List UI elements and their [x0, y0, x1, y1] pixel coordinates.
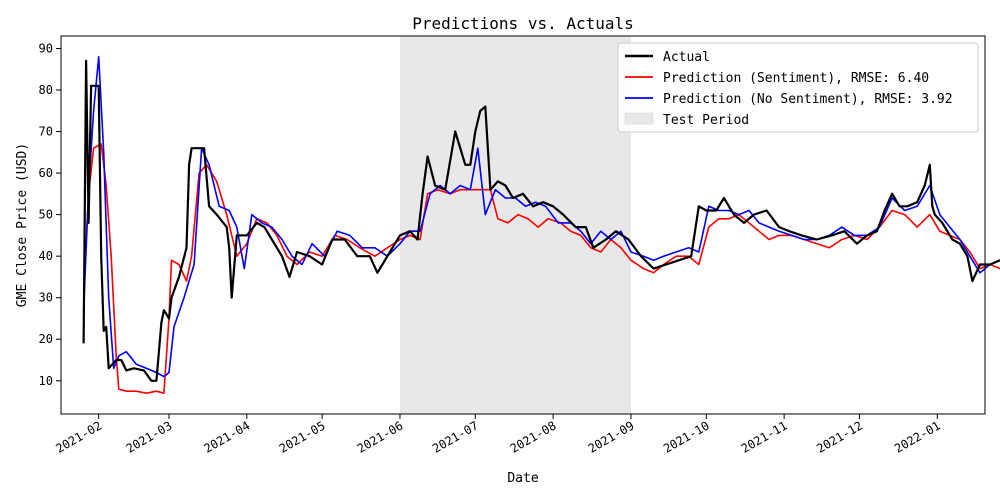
legend-swatch-test-period: [624, 112, 654, 125]
legend-entry-actual: Actual: [663, 50, 710, 65]
x-tick-label: 2021-03: [124, 418, 175, 455]
test-period-region: [399, 36, 631, 414]
x-tick-label: 2021-08: [508, 418, 559, 455]
x-tick-label: 2021-06: [355, 418, 406, 455]
y-tick-label: 50: [39, 208, 53, 222]
series-line-sentiment: [82, 143, 1000, 395]
x-tick-label: 2021-09: [586, 418, 637, 455]
x-tick-label: 2021-04: [201, 418, 252, 455]
x-tick-label: 2021-05: [277, 418, 328, 455]
x-tick-label: 2021-12: [814, 418, 865, 455]
plot-frame: [60, 35, 986, 415]
x-tick-label: 2021-10: [661, 418, 712, 455]
y-tick-label: 20: [39, 332, 53, 346]
x-tick-label: 2021-07: [430, 418, 481, 455]
x-axis: 2021-02 2021-03 2021-04 2021-05 2021-06 2021-…: [53, 414, 943, 456]
y-tick-label: 30: [39, 291, 53, 305]
legend-entry-test-period: Test Period: [663, 113, 749, 128]
y-tick-label: 70: [39, 125, 53, 139]
x-axis-label: Date: [507, 471, 538, 486]
series-line-no-sentiment: [82, 55, 1000, 378]
legend: Actual Prediction (Sentiment), RMSE: 6.4…: [617, 42, 979, 133]
y-axis-label: GME Close Price (USD): [15, 143, 30, 307]
series-layer: [82, 55, 1000, 395]
y-tick-label: 90: [39, 41, 53, 55]
x-tick-label: 2022-01: [892, 418, 943, 455]
shade-layer: [399, 36, 631, 414]
y-tick-label: 40: [39, 249, 53, 263]
chart-title: Predictions vs. Actuals: [412, 14, 634, 33]
y-tick-label: 60: [39, 166, 53, 180]
x-tick-label: 2021-02: [53, 418, 104, 455]
legend-box: [617, 42, 979, 133]
series-line-actual: [82, 59, 1000, 382]
legend-entry-no-sentiment: Prediction (No Sentiment), RMSE: 3.92: [663, 92, 953, 107]
y-tick-label: 10: [39, 374, 53, 388]
y-tick-label: 80: [39, 83, 53, 97]
legend-entry-sentiment: Prediction (Sentiment), RMSE: 6.40: [663, 71, 929, 86]
x-tick-label: 2021-11: [739, 418, 790, 455]
y-axis: 10 20 30 40 50 60 70 80 90: [39, 41, 61, 388]
